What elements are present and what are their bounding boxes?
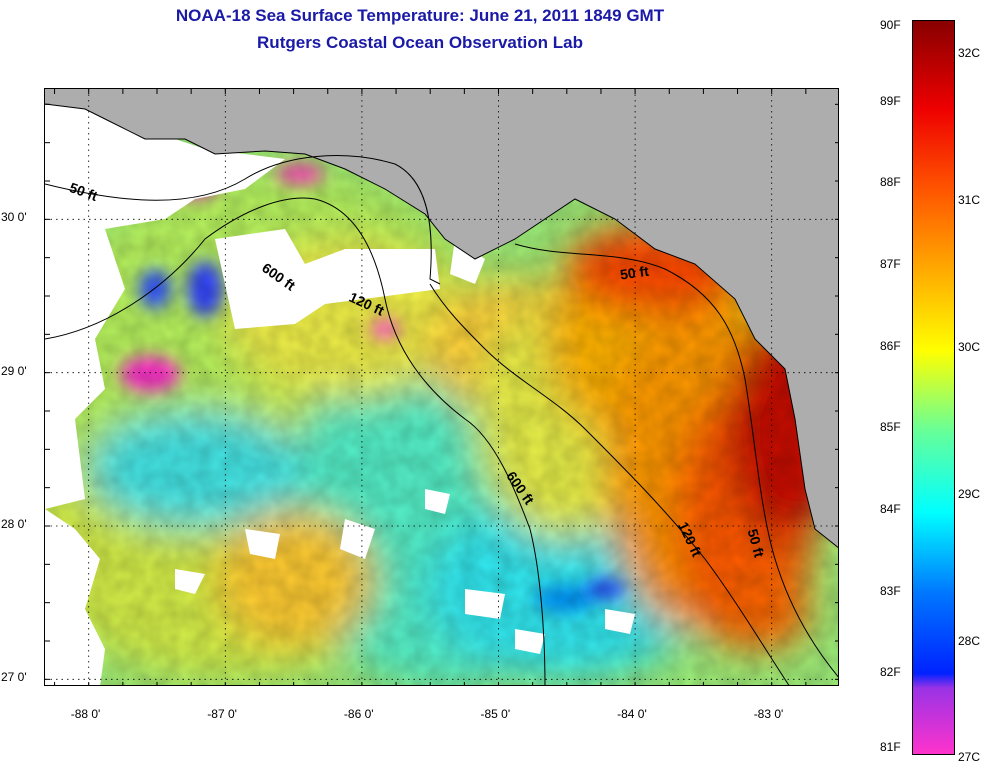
colorbar-celsius-label: 30C <box>958 339 981 354</box>
colorbar-fahrenheit-label: 83F <box>880 583 901 598</box>
colorbar-fahrenheit-label: 86F <box>880 338 901 353</box>
colorbar-fahrenheit-label: 81F <box>880 740 901 754</box>
latitude-tick-label: 28 0' <box>1 517 27 531</box>
colorbar <box>912 20 955 755</box>
coastline <box>45 103 838 549</box>
contour-600ft <box>45 197 546 685</box>
colorbar-fahrenheit-label: 84F <box>880 502 901 516</box>
land-mask <box>45 89 838 548</box>
contour-label: 50 ft <box>745 527 768 559</box>
longitude-tick-label: -86 0' <box>343 707 374 721</box>
colorbar-celsius-label: 32C <box>958 45 981 60</box>
colorbar-fahrenheit-label: 87F <box>880 257 901 271</box>
graticule <box>45 89 838 685</box>
no-data-areas <box>45 89 635 685</box>
colorbar-celsius-label: 28C <box>958 633 981 648</box>
minor-ticks <box>45 89 838 685</box>
longitude-tick-label: -85 0' <box>480 707 511 721</box>
map-subtitle: Rutgers Coastal Ocean Observation Lab <box>257 33 583 52</box>
bathymetry-contours <box>45 155 838 685</box>
contour-120ft <box>429 283 790 685</box>
map-title: NOAA-18 Sea Surface Temperature: June 21… <box>175 6 665 25</box>
colorbar-celsius-label: 31C <box>958 192 981 207</box>
longitude-tick-label: -83 0' <box>753 707 784 721</box>
latitude-tick-label: 27 0' <box>1 670 27 685</box>
colorbar-celsius-label: 29C <box>958 486 981 501</box>
sst-map: 50 ft 600 ft 120 ft 50 ft 600 ft 120 ft 50 ft <box>44 88 839 686</box>
longitude-tick-label: -87 0' <box>207 707 237 721</box>
colorbar-fahrenheit-label: 89F <box>880 93 901 108</box>
longitude-tick-label: -84 0' <box>617 707 647 721</box>
contour-label: 50 ft <box>619 263 650 283</box>
contour-50ft-east <box>514 243 838 678</box>
latitude-tick-label: 30 0' <box>1 210 27 225</box>
colorbar-fahrenheit-label: 85F <box>880 420 901 435</box>
colorbar-fahrenheit-label: 90F <box>880 18 901 32</box>
colorbar-celsius-label: 27C <box>958 750 981 764</box>
colorbar-fahrenheit-label: 82F <box>880 665 901 680</box>
colorbar-gradient <box>913 21 954 754</box>
latitude-tick-label: 29 0' <box>1 363 27 378</box>
colorbar-fahrenheit-label: 88F <box>880 175 901 190</box>
contour-50ft-west <box>45 155 441 285</box>
longitude-tick-label: -88 0' <box>70 707 101 721</box>
